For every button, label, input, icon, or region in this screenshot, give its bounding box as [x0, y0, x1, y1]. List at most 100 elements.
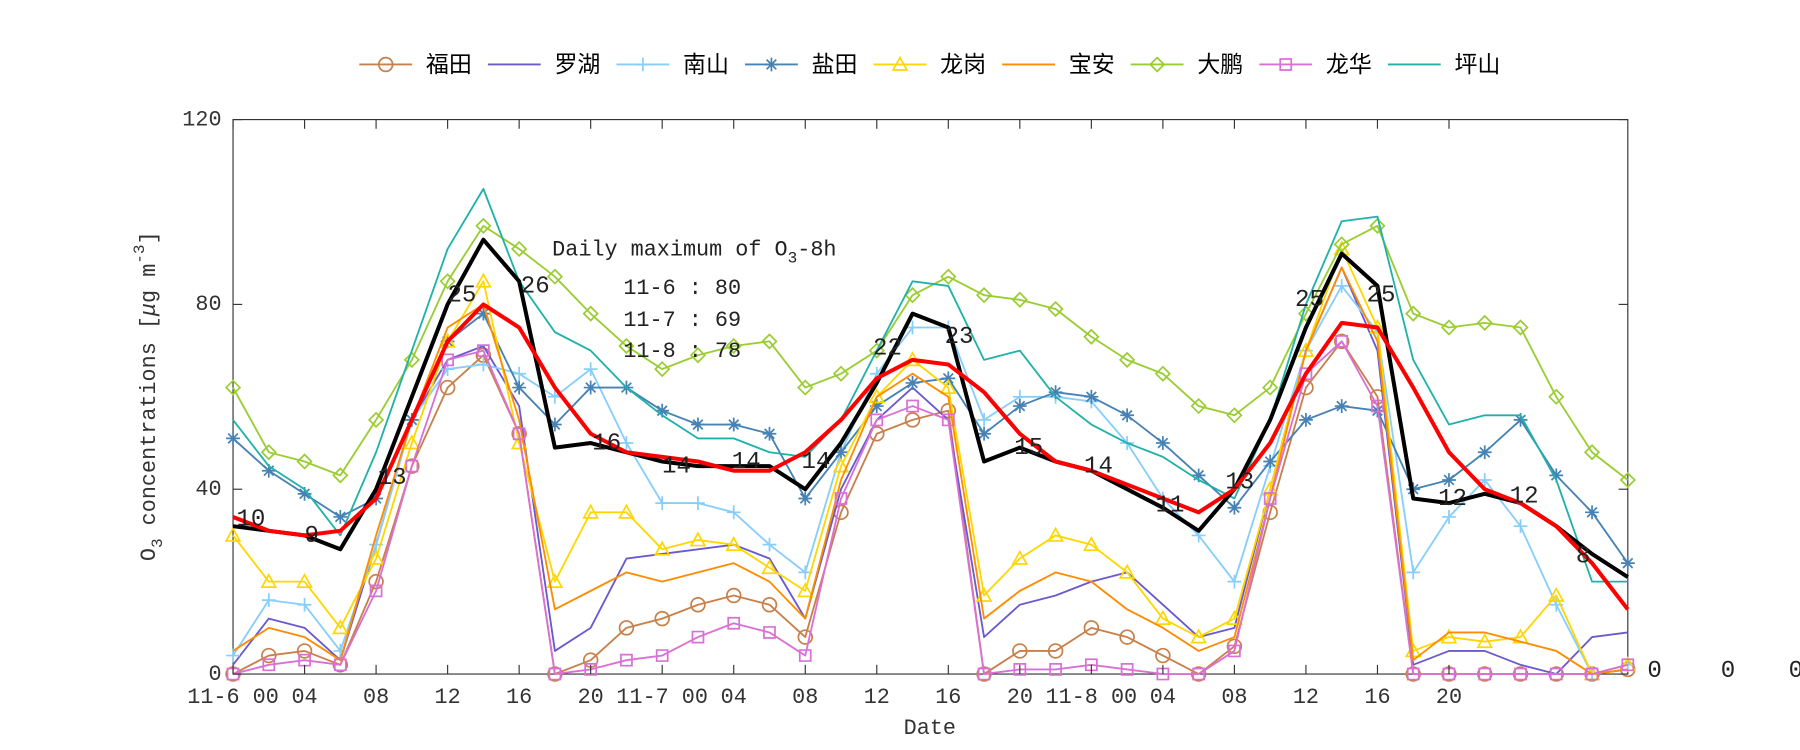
marker	[333, 658, 347, 672]
marker	[689, 531, 707, 547]
marker	[761, 559, 778, 575]
marker	[654, 610, 670, 627]
marker	[689, 347, 707, 364]
marker	[727, 616, 741, 630]
x-tick-label: 12	[435, 685, 461, 710]
annotation-line: 11-6 : 80	[623, 276, 741, 301]
marker	[1406, 667, 1420, 681]
point-label: 25	[1367, 283, 1396, 310]
marker	[1440, 319, 1458, 336]
marker	[655, 496, 670, 510]
marker	[475, 217, 492, 234]
marker	[475, 272, 492, 288]
y-label-part: ]	[137, 231, 162, 244]
summary-line	[232, 302, 1630, 611]
point-label: 25	[1295, 287, 1324, 314]
marker	[262, 658, 276, 672]
y-label-part: -3	[131, 244, 149, 263]
marker	[1476, 314, 1493, 331]
x-tick-label: 16	[506, 685, 532, 710]
annotation-part: Daily maximum of O	[552, 237, 787, 262]
series-line	[232, 187, 1628, 583]
marker	[583, 362, 598, 376]
point-label: 13	[378, 465, 407, 492]
marker	[905, 320, 920, 335]
point-label: 12	[1438, 486, 1467, 513]
marker	[725, 536, 743, 552]
marker	[905, 376, 920, 390]
marker	[582, 503, 600, 519]
marker	[975, 287, 993, 304]
marker	[1118, 563, 1136, 579]
y-label-part: g m	[137, 264, 162, 303]
legend-marker	[764, 57, 779, 72]
marker	[797, 379, 814, 396]
marker	[834, 445, 848, 460]
legend-label: 福田	[426, 52, 472, 78]
marker	[1119, 629, 1135, 645]
x-tick-label: 08	[1221, 685, 1247, 710]
marker	[761, 333, 778, 350]
marker	[477, 344, 490, 357]
marker	[1011, 549, 1029, 565]
marker	[763, 626, 776, 639]
y-axis-label: O3 concentrations [μg m-3]	[131, 231, 167, 561]
marker	[1513, 413, 1528, 427]
marker	[261, 647, 277, 664]
point-labels: 10 9 13 25 26 16 14 14 14 22 23 15 14 11 13 25 25 12 12 8 0 0…	[236, 273, 1800, 685]
marker	[405, 459, 419, 473]
point-label: 0	[1789, 658, 1800, 685]
marker	[261, 463, 276, 478]
legend-label: 罗湖	[554, 52, 600, 78]
marker	[761, 596, 778, 613]
marker	[1155, 436, 1170, 450]
plot-area	[224, 187, 1637, 682]
marker	[367, 549, 385, 565]
marker	[832, 457, 850, 473]
annotation-title: Daily maximum of O3-8h	[552, 237, 836, 267]
y-tick-label: 80	[195, 292, 221, 317]
marker	[1226, 407, 1243, 424]
marker	[618, 337, 635, 355]
marker	[1405, 305, 1422, 322]
marker	[762, 537, 777, 552]
x-tick-label: 16	[1364, 685, 1390, 710]
marker	[296, 453, 313, 470]
marker	[1335, 334, 1349, 348]
marker	[512, 427, 526, 441]
marker	[1154, 609, 1172, 625]
point-label: 23	[945, 324, 974, 351]
series-line	[232, 224, 1629, 481]
marker	[1619, 471, 1636, 489]
point-label: 11	[1156, 493, 1185, 520]
marker	[977, 413, 991, 427]
marker	[1263, 454, 1278, 469]
marker	[1334, 399, 1349, 413]
x-axis-label: Date	[904, 716, 956, 741]
series-line	[232, 285, 1629, 675]
marker	[1084, 658, 1098, 672]
legend-label: 盐田	[812, 52, 858, 78]
marker	[548, 417, 562, 432]
point-label: 25	[447, 283, 476, 310]
point-label: 16	[592, 430, 621, 457]
annotation-line: 11-7 : 69	[623, 308, 741, 333]
marker	[1512, 319, 1529, 336]
marker	[1549, 468, 1564, 483]
marker	[869, 399, 884, 413]
marker	[1227, 574, 1242, 589]
x-tick-label: 04	[721, 685, 747, 710]
marker	[1333, 236, 1350, 253]
marker	[333, 644, 348, 658]
legend-label: 大鹏	[1197, 52, 1243, 78]
annotation-line: 11-8 : 78	[623, 339, 741, 364]
marker	[261, 593, 276, 608]
marker	[655, 403, 670, 418]
point-label: 22	[873, 336, 902, 363]
x-tick-label: 04	[291, 685, 317, 710]
point-label: 14	[1084, 453, 1113, 480]
marker	[296, 572, 313, 589]
marker	[512, 366, 527, 381]
point-label: 15	[1014, 435, 1043, 462]
